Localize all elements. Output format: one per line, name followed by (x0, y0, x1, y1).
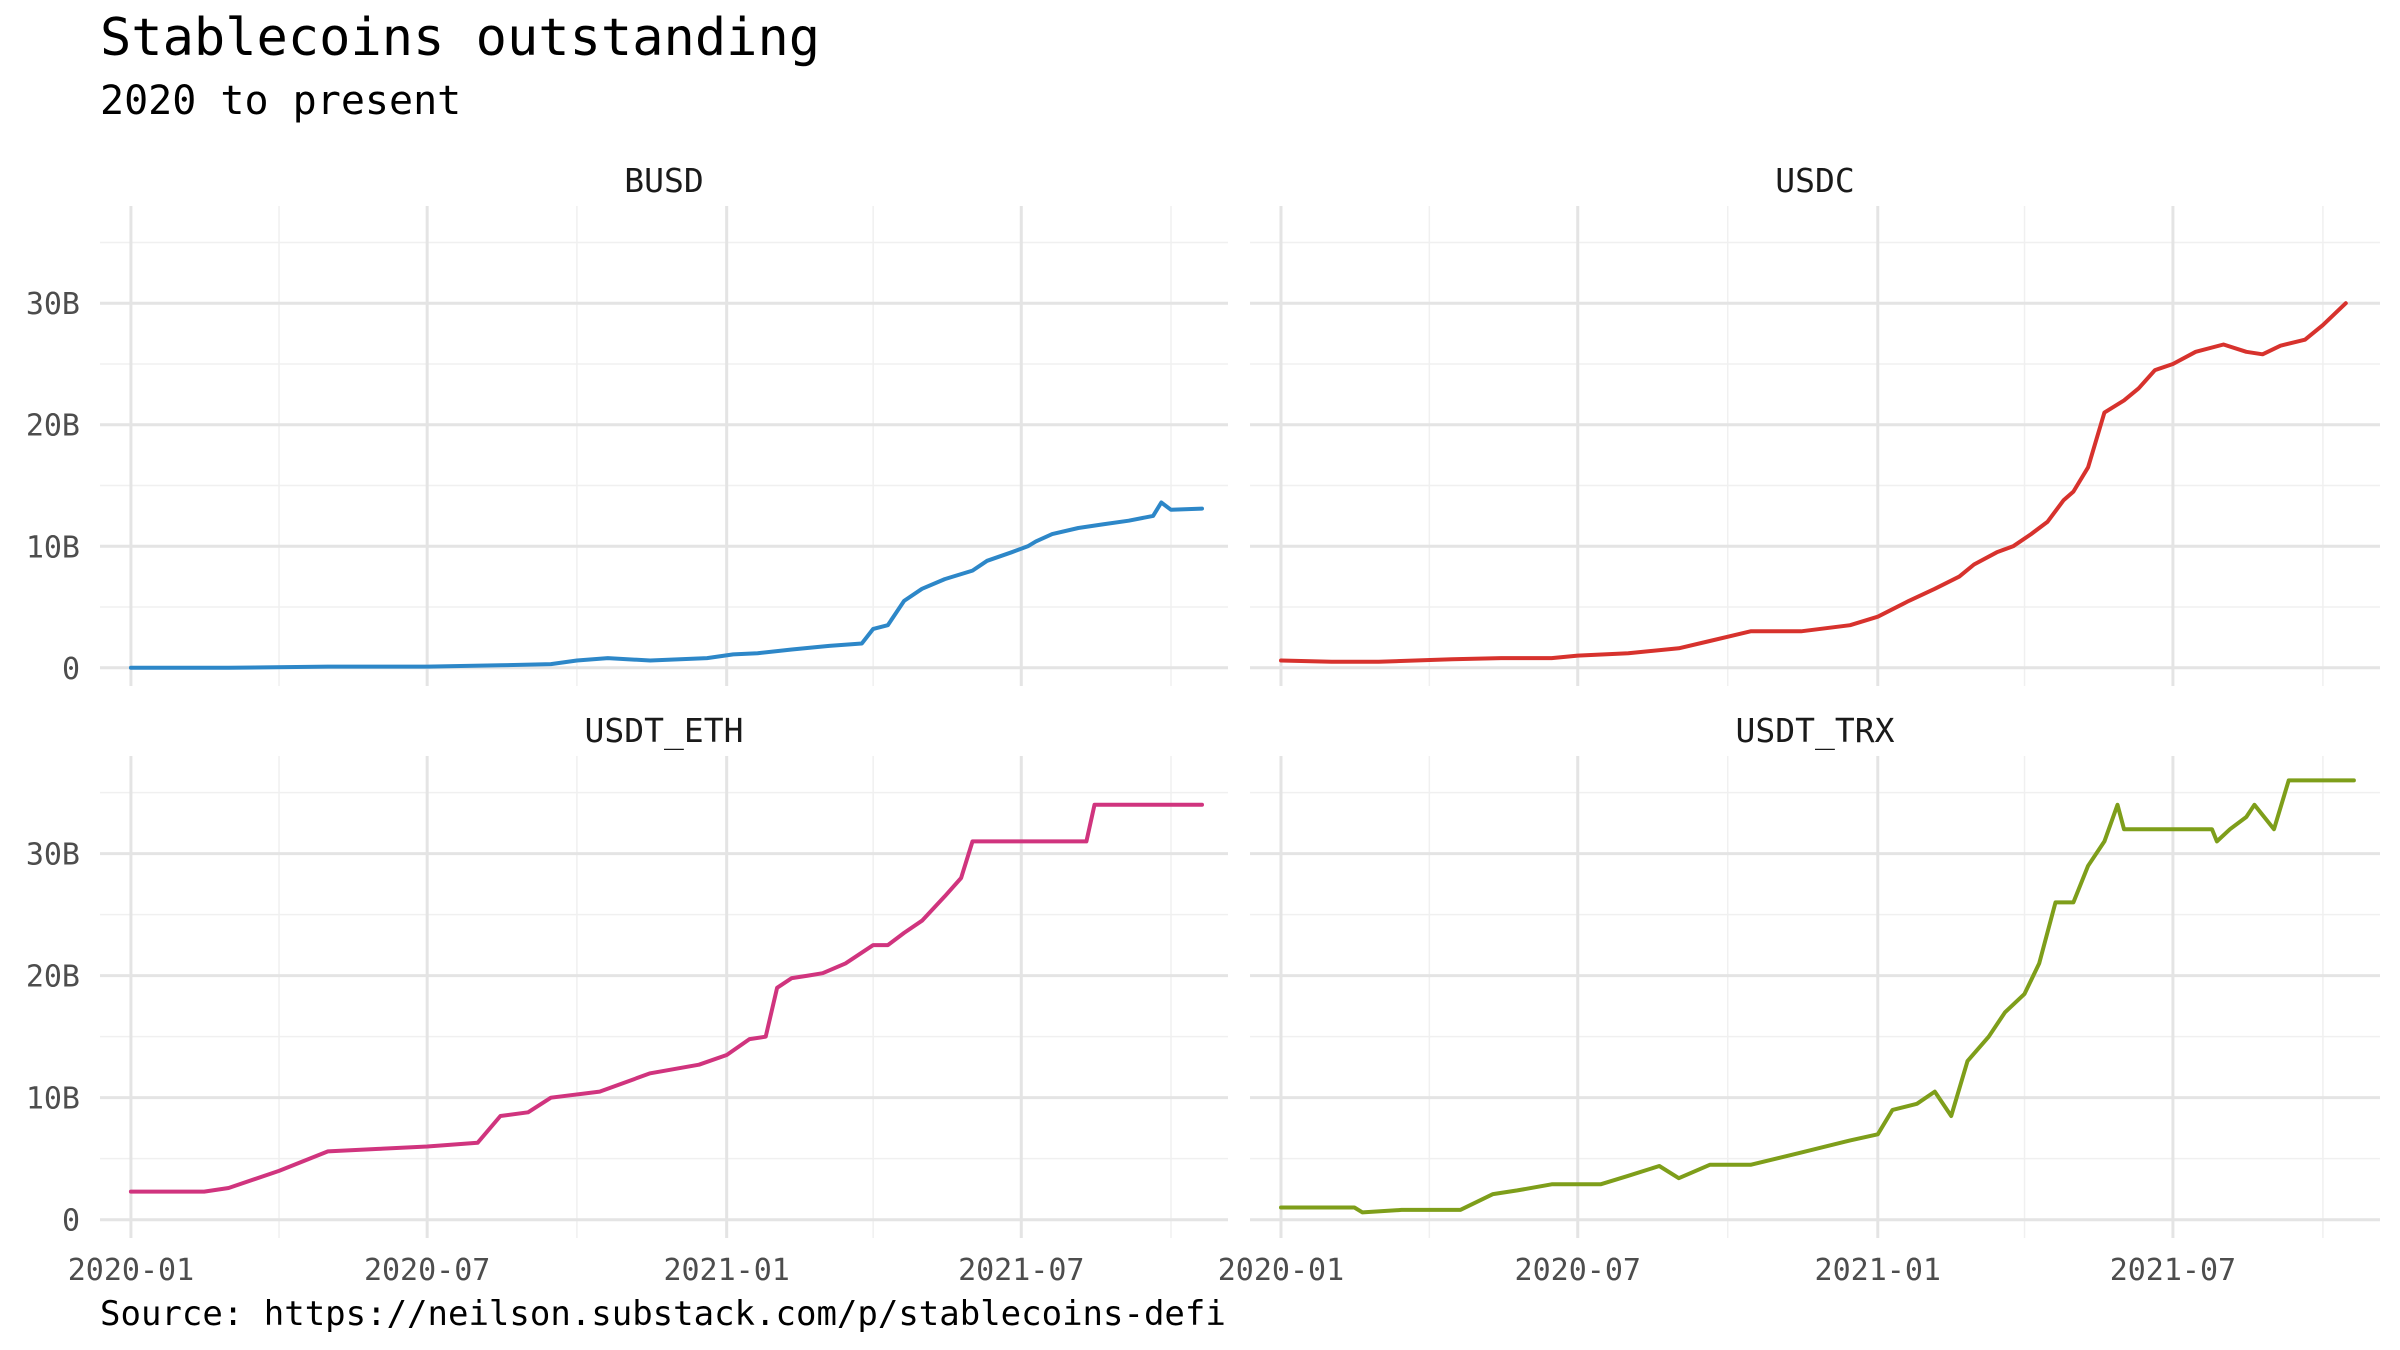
facet-label: USDC (1775, 161, 1854, 200)
y-tick-label: 0 (62, 1204, 80, 1239)
y-tick-label: 10B (26, 530, 80, 565)
chart-caption: Source: https://neilson.substack.com/p/s… (100, 1294, 1226, 1334)
chart-title: Stablecoins outstanding (100, 8, 821, 68)
y-tick-label: 30B (26, 838, 80, 873)
x-tick-label: 2020-01 (68, 1253, 194, 1288)
x-tick-label: 2020-07 (1515, 1253, 1641, 1288)
x-tick-label: 2021-01 (1815, 1253, 1941, 1288)
series-line-usdc (1279, 301, 2348, 664)
facet-label: USDT_ETH (585, 711, 744, 751)
series-line-busd (128, 500, 1204, 670)
facet-label: USDT_TRX (1736, 711, 1895, 751)
series-line-usdt-trx (1279, 778, 2356, 1215)
series-line-usdt-eth (128, 802, 1204, 1194)
facet-label: BUSD (624, 161, 703, 200)
x-tick-label: 2021-07 (958, 1253, 1084, 1288)
x-tick-label: 2020-01 (1218, 1253, 1344, 1288)
x-tick-label: 2021-01 (663, 1253, 789, 1288)
y-tick-label: 10B (26, 1082, 80, 1117)
y-tick-label: 20B (26, 409, 80, 444)
x-tick-label: 2020-07 (364, 1253, 490, 1288)
y-tick-label: 30B (26, 287, 80, 322)
y-tick-label: 20B (26, 960, 80, 995)
x-tick-label: 2021-07 (2110, 1253, 2236, 1288)
y-tick-label: 0 (62, 652, 80, 687)
chart-subtitle: 2020 to present (100, 78, 462, 124)
